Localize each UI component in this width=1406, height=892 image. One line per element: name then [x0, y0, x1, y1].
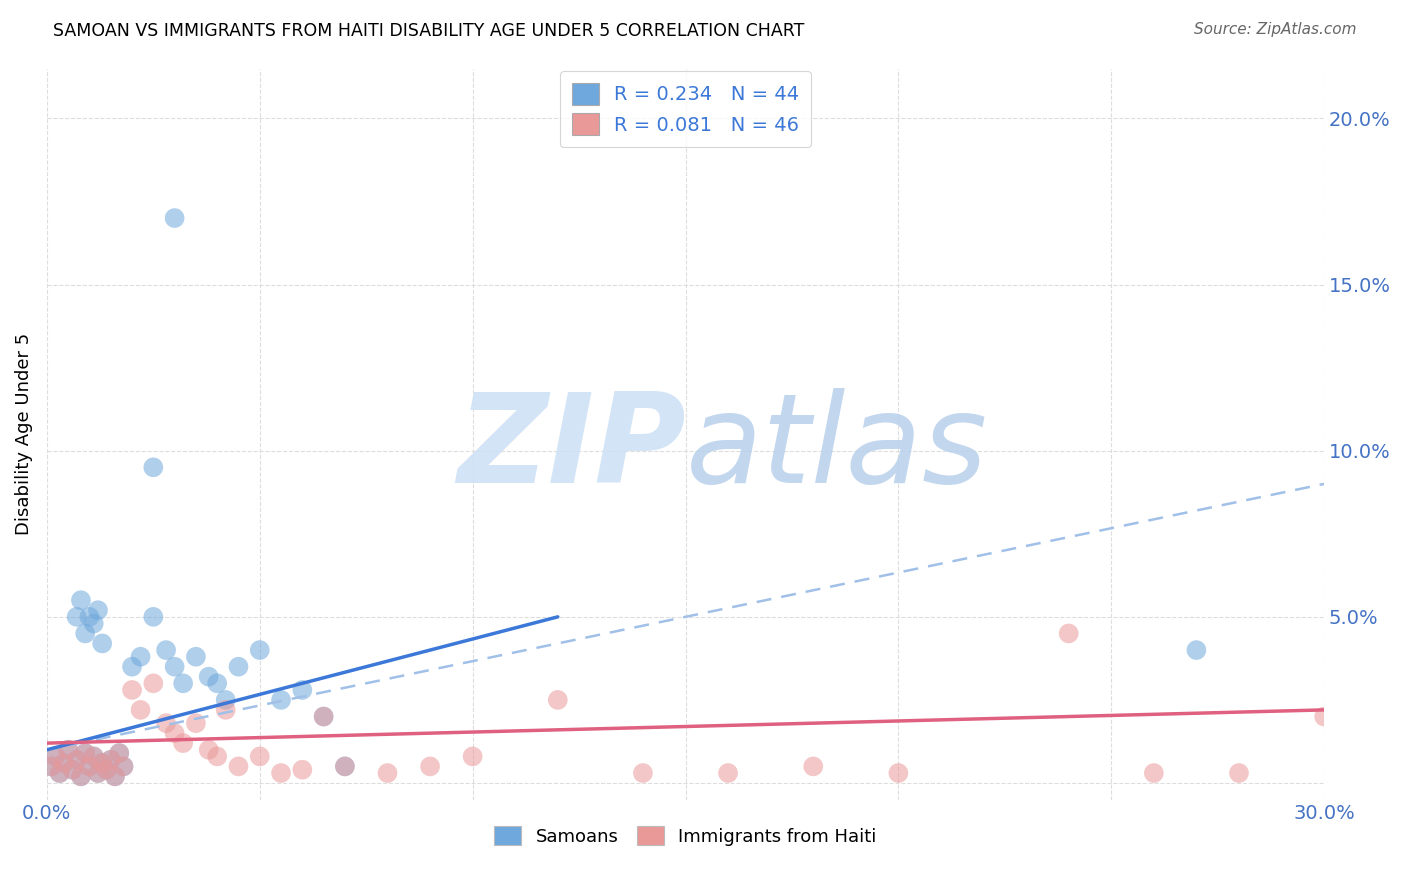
Point	[62, 763, 84, 777]
Point	[197, 670, 219, 684]
Point	[172, 676, 194, 690]
Point	[112, 759, 135, 773]
Point	[79, 759, 101, 773]
Point	[155, 643, 177, 657]
Point	[83, 749, 105, 764]
Point	[142, 676, 165, 690]
Point	[79, 759, 101, 773]
Text: Source: ZipAtlas.com: Source: ZipAtlas.com	[1194, 22, 1357, 37]
Point	[155, 716, 177, 731]
Point	[39, 759, 62, 773]
Point	[83, 749, 105, 764]
Point	[249, 749, 271, 764]
Point	[312, 709, 335, 723]
Point	[717, 766, 740, 780]
Point	[461, 749, 484, 764]
Legend: R = 0.234   N = 44, R = 0.081   N = 46: R = 0.234 N = 44, R = 0.081 N = 46	[560, 71, 811, 147]
Point	[333, 759, 356, 773]
Point	[100, 753, 122, 767]
Point	[377, 766, 399, 780]
Point	[228, 659, 250, 673]
Point	[87, 766, 110, 780]
Point	[291, 682, 314, 697]
Point	[91, 636, 114, 650]
Point	[79, 610, 101, 624]
Point	[75, 746, 97, 760]
Point	[129, 703, 152, 717]
Point	[197, 743, 219, 757]
Point	[291, 763, 314, 777]
Point	[547, 693, 569, 707]
Point	[52, 756, 75, 770]
Text: SAMOAN VS IMMIGRANTS FROM HAITI DISABILITY AGE UNDER 5 CORRELATION CHART: SAMOAN VS IMMIGRANTS FROM HAITI DISABILI…	[53, 22, 804, 40]
Point	[66, 753, 89, 767]
Point	[83, 616, 105, 631]
Point	[205, 676, 228, 690]
Point	[66, 610, 89, 624]
Point	[419, 759, 441, 773]
Point	[108, 746, 131, 760]
Point	[631, 766, 654, 780]
Point	[62, 763, 84, 777]
Point	[163, 211, 186, 225]
Point	[129, 649, 152, 664]
Point	[56, 743, 79, 757]
Point	[75, 626, 97, 640]
Point	[1057, 626, 1080, 640]
Point	[142, 610, 165, 624]
Text: ZIP: ZIP	[457, 388, 686, 509]
Point	[70, 769, 93, 783]
Point	[1185, 643, 1208, 657]
Text: atlas: atlas	[686, 388, 987, 509]
Point	[96, 763, 118, 777]
Point	[91, 756, 114, 770]
Point	[249, 643, 271, 657]
Point	[96, 763, 118, 777]
Point	[104, 769, 127, 783]
Point	[52, 756, 75, 770]
Point	[39, 759, 62, 773]
Point	[108, 746, 131, 760]
Point	[270, 693, 292, 707]
Point	[75, 746, 97, 760]
Point	[801, 759, 824, 773]
Point	[70, 593, 93, 607]
Point	[87, 603, 110, 617]
Point	[1143, 766, 1166, 780]
Point	[333, 759, 356, 773]
Point	[270, 766, 292, 780]
Point	[56, 743, 79, 757]
Point	[215, 693, 238, 707]
Point	[312, 709, 335, 723]
Y-axis label: Disability Age Under 5: Disability Age Under 5	[15, 333, 32, 535]
Point	[184, 716, 207, 731]
Point	[112, 759, 135, 773]
Point	[1313, 709, 1336, 723]
Point	[91, 756, 114, 770]
Point	[228, 759, 250, 773]
Point	[44, 749, 66, 764]
Point	[121, 659, 143, 673]
Point	[163, 659, 186, 673]
Point	[1227, 766, 1250, 780]
Point	[87, 766, 110, 780]
Point	[121, 682, 143, 697]
Point	[142, 460, 165, 475]
Point	[48, 766, 70, 780]
Point	[215, 703, 238, 717]
Point	[172, 736, 194, 750]
Point	[184, 649, 207, 664]
Point	[100, 753, 122, 767]
Point	[44, 749, 66, 764]
Point	[66, 753, 89, 767]
Point	[205, 749, 228, 764]
Point	[163, 726, 186, 740]
Point	[48, 766, 70, 780]
Point	[887, 766, 910, 780]
Point	[70, 769, 93, 783]
Point	[104, 769, 127, 783]
